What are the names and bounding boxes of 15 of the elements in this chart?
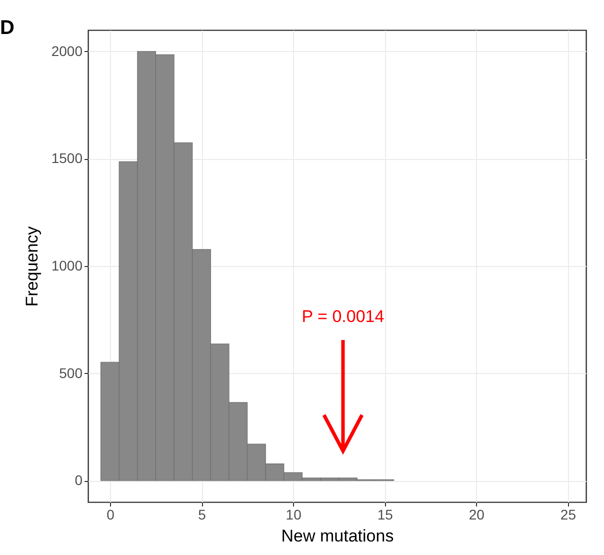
y-tick-label: 1500 (51, 150, 83, 166)
y-tick-label: 0 (74, 472, 83, 488)
x-tick-label: 25 (560, 506, 576, 522)
x-tick-label: 5 (198, 506, 206, 522)
chart-title: D (0, 17, 14, 39)
x-tick-label: 15 (377, 506, 394, 522)
annotation: P = 0.0014 (300, 307, 386, 327)
y-axis-title: Frequency (22, 226, 42, 307)
y-tick-label: 1000 (51, 258, 83, 274)
x-tick-label: 0 (106, 506, 115, 522)
y-tick-label: 2000 (51, 42, 83, 59)
x-tick-label: 20 (468, 506, 485, 522)
x-axis-title: New mutations (281, 526, 394, 546)
y-tick-label: 500 (59, 364, 83, 381)
x-tick-label: 10 (286, 506, 302, 522)
